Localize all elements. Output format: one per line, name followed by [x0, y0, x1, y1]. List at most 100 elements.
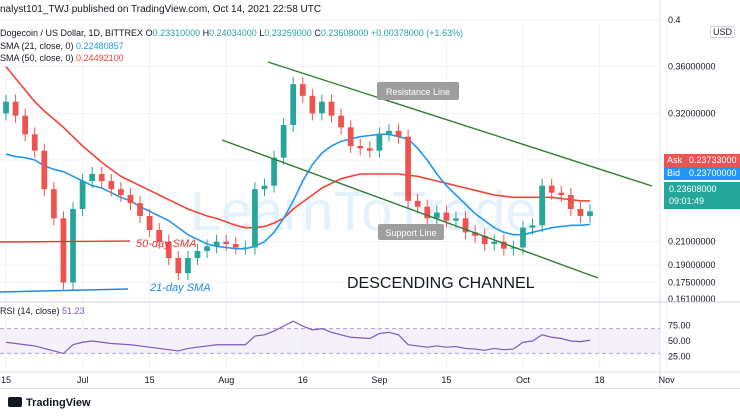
candle-body [290, 84, 297, 125]
candle-body [481, 235, 488, 244]
candle [41, 143, 48, 197]
price-tick: 0.17500000 [668, 278, 716, 288]
resistance-label-box [377, 82, 459, 100]
candle [338, 108, 344, 135]
sma50-legend[interactable]: SMA (50, close, 0) 0.24492100 [0, 53, 124, 63]
chart-canvas[interactable]: LearnToTrade 0.40.360000000.320000000.28… [0, 0, 740, 388]
time-tick: 16 [298, 375, 308, 385]
rsi-tick: 50.00 [668, 336, 691, 346]
candle-body [204, 246, 210, 251]
candle-body [567, 195, 574, 209]
tv-icon [8, 397, 22, 407]
candle-body [357, 146, 364, 149]
candle-body [548, 185, 555, 193]
candle [491, 234, 498, 251]
candle-body [98, 174, 105, 181]
candle-body [194, 251, 201, 258]
candle-body [261, 185, 268, 190]
candle [50, 182, 57, 226]
candle [89, 167, 96, 188]
change-value: +0.00378000 (+1.63%) [370, 28, 463, 38]
close-value: 0.23608000 [320, 28, 369, 38]
candle [414, 193, 421, 214]
candle [232, 237, 239, 255]
countdown: 09:01:49 [669, 196, 705, 206]
tradingview-logo[interactable]: TradingView [8, 397, 91, 409]
candle [309, 88, 316, 121]
ask-tag: Ask 0.23733000 [664, 154, 740, 167]
trendlines-group [0, 61, 653, 293]
sma21-value: 0.22480857 [76, 41, 124, 51]
sma21-line-group [5, 133, 591, 250]
candle [98, 167, 105, 188]
candle [366, 141, 373, 158]
candle [242, 240, 249, 255]
candle [118, 182, 124, 202]
time-tick: 15 [145, 375, 155, 385]
candle-body [127, 195, 134, 204]
candle-body [280, 125, 287, 158]
resistance-trendline [267, 61, 653, 187]
low-value: 0.23259000 [264, 28, 312, 38]
currency-button[interactable]: USD [709, 26, 735, 38]
candle [386, 123, 392, 142]
candle [146, 209, 153, 237]
candle-body [386, 130, 392, 135]
candle-body [395, 130, 402, 137]
candle-body [500, 241, 507, 249]
candle-body [462, 218, 469, 233]
candle-body [328, 101, 335, 116]
candle-body [70, 209, 76, 283]
candle-body [175, 258, 182, 274]
candle-body [108, 181, 115, 190]
candle [127, 188, 134, 211]
candle-body [156, 230, 163, 242]
candles-group [3, 77, 593, 290]
candle-body [242, 247, 249, 249]
rsi-tick: 75.00 [668, 321, 691, 331]
horizontal-level-blue [0, 288, 129, 293]
time-tick: Jul [77, 375, 89, 385]
candle [108, 174, 115, 197]
candle [587, 204, 593, 223]
bid-tag: Bid 0.23700000 [664, 167, 740, 180]
candle-body [89, 174, 96, 181]
support-trendline [221, 139, 599, 279]
candle [213, 234, 220, 254]
candle [462, 211, 469, 240]
ohlc-row: Dogecoin / US Dollar, 1D, BITTREX O0.233… [0, 28, 463, 38]
candle [405, 129, 411, 208]
candle [12, 94, 19, 123]
candle [472, 225, 478, 243]
support-label: Support Line [385, 228, 436, 238]
candle [204, 239, 210, 258]
candle [185, 251, 191, 281]
sma21-legend[interactable]: SMA (21, close, 0) 0.22480857 [0, 41, 124, 51]
channel-label: DESCENDING CHANNEL [347, 275, 535, 292]
watermark-text: LearnToTrade [190, 179, 537, 242]
candle-body [587, 211, 593, 216]
candle [137, 196, 143, 223]
rsi-pane: 75.00 50.00 25.00 [0, 320, 691, 362]
time-tick: Sep [371, 375, 387, 385]
candle-body [299, 84, 306, 96]
rsi-legend[interactable]: RSI (14, close) 51.23 [0, 306, 85, 316]
candle-body [22, 115, 29, 135]
candle-body [232, 244, 239, 248]
price-tick: 0.21000000 [668, 237, 716, 247]
candle-body [414, 200, 421, 207]
candle [548, 178, 555, 200]
candle [520, 220, 526, 255]
candle [481, 228, 488, 251]
candle-body [50, 189, 57, 219]
candle-body [491, 241, 498, 244]
candle [223, 234, 230, 251]
candle-body [3, 101, 9, 114]
symbol-name[interactable]: Dogecoin / US Dollar, 1D, BITTREX [0, 28, 144, 38]
candle-body [529, 225, 536, 228]
time-tick: 15 [1, 375, 11, 385]
sma21-line [5, 133, 591, 250]
candle-body [338, 115, 344, 128]
candle [567, 188, 574, 216]
candle-body [472, 232, 478, 236]
